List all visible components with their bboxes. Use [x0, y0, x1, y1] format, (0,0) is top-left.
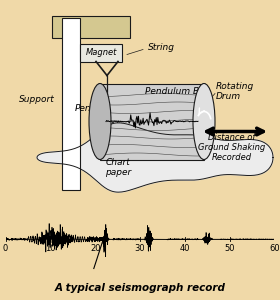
Circle shape [101, 94, 113, 106]
Text: Support: Support [19, 95, 55, 104]
Text: String: String [148, 43, 175, 52]
FancyBboxPatch shape [80, 44, 122, 62]
Polygon shape [37, 123, 273, 192]
FancyBboxPatch shape [62, 17, 80, 190]
Text: A typical seismograph record: A typical seismograph record [55, 283, 225, 293]
Text: 20: 20 [90, 244, 101, 253]
Text: 50: 50 [224, 244, 235, 253]
Text: 0: 0 [3, 244, 8, 253]
Text: Chart
paper: Chart paper [105, 158, 131, 177]
Text: 60: 60 [269, 244, 280, 253]
Text: Magnet: Magnet [85, 48, 117, 57]
Ellipse shape [193, 83, 215, 160]
Text: Pen: Pen [74, 104, 91, 113]
Ellipse shape [89, 83, 111, 160]
Text: Pendulum Bob: Pendulum Bob [145, 87, 210, 96]
FancyBboxPatch shape [52, 16, 130, 38]
FancyBboxPatch shape [100, 83, 204, 160]
Text: 40: 40 [179, 244, 190, 253]
Text: Distance of
Ground Shaking
Recorded: Distance of Ground Shaking Recorded [198, 133, 266, 162]
Text: 30: 30 [135, 244, 145, 253]
Text: Rotating
Drum: Rotating Drum [216, 82, 254, 101]
Text: 10: 10 [45, 244, 56, 253]
